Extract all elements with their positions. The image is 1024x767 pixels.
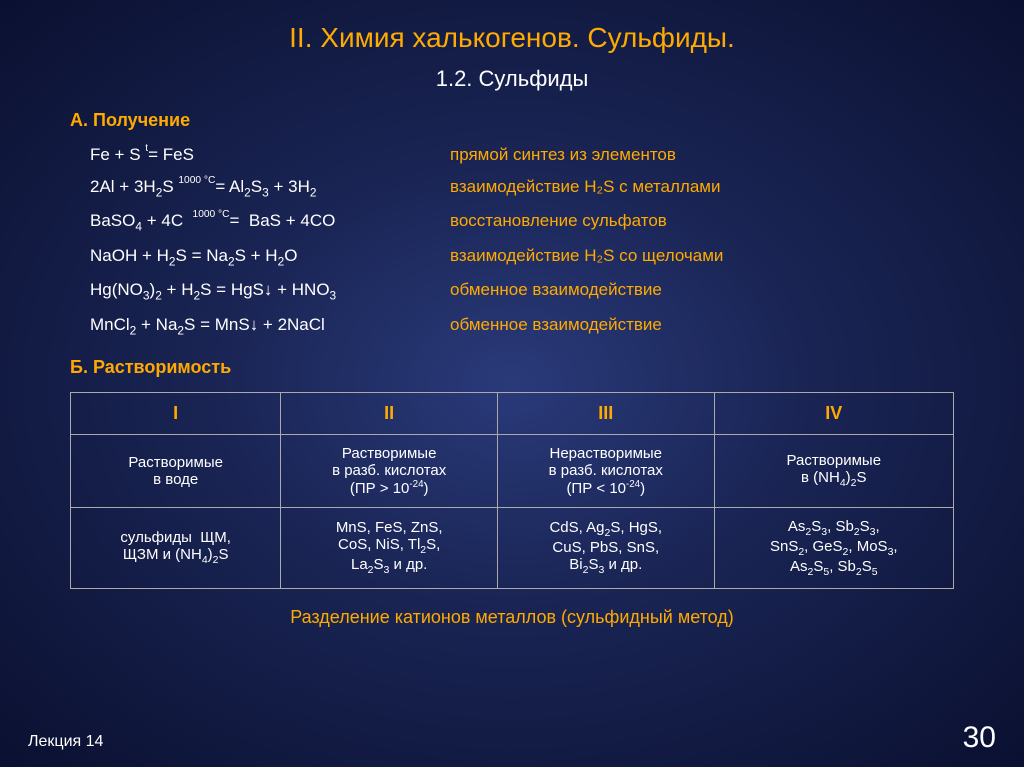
footer-page-number: 30	[963, 721, 996, 755]
table-cell: Нерастворимыев разб. кислотах(ПР < 10-24…	[497, 434, 714, 507]
reaction-row: BaSO4 + 4C 1000 °C= BaS + 4CO восстановл…	[90, 211, 1024, 233]
table-row: сульфиды ЩМ,ЩЗМ и (NH4)2S MnS, FeS, ZnS,…	[71, 507, 954, 588]
table-header: IV	[714, 392, 953, 434]
section-b-heading: Б. Растворимость	[70, 357, 1024, 378]
reaction-desc: прямой синтез из элементов	[450, 145, 676, 165]
table-header: II	[281, 392, 498, 434]
table-cell: MnS, FeS, ZnS,CoS, NiS, Tl2S,La2S3 и др.	[281, 507, 498, 588]
reaction-desc: обменное взаимодействие	[450, 315, 662, 335]
table-cell: Растворимыев (NH4)2S	[714, 434, 953, 507]
solubility-table-wrap: I II III IV Растворимыев воде Растворимы…	[70, 392, 954, 589]
reaction-desc: восстановление сульфатов	[450, 211, 667, 231]
table-header-row: I II III IV	[71, 392, 954, 434]
reaction-formula: NaOH + H2S = Na2S + H2O	[90, 246, 450, 268]
slide-title: II. Химия халькогенов. Сульфиды.	[0, 0, 1024, 54]
reactions-list: Fe + S t= FeS прямой синтез из элементов…	[90, 145, 1024, 337]
reaction-formula: MnCl2 + Na2S = MnS↓ + 2NaCl	[90, 315, 450, 337]
reaction-row: Hg(NO3)2 + H2S = HgS↓ + HNO3 обменное вз…	[90, 280, 1024, 302]
table-cell: Растворимыев воде	[71, 434, 281, 507]
table-caption: Разделение катионов металлов (сульфидный…	[0, 607, 1024, 628]
table-cell: сульфиды ЩМ,ЩЗМ и (NH4)2S	[71, 507, 281, 588]
reaction-desc: обменное взаимодействие	[450, 280, 662, 300]
table-cell: CdS, Ag2S, HgS,CuS, PbS, SnS,Bi2S3 и др.	[497, 507, 714, 588]
table-cell: As2S3, Sb2S3,SnS2, GeS2, MoS3,As2S5, Sb2…	[714, 507, 953, 588]
reaction-formula: Fe + S t= FeS	[90, 145, 450, 165]
solubility-table: I II III IV Растворимыев воде Растворимы…	[70, 392, 954, 589]
slide-subtitle: 1.2. Сульфиды	[0, 66, 1024, 92]
table-header: I	[71, 392, 281, 434]
reaction-desc: взаимодействие H₂S со щелочами	[450, 246, 723, 266]
reaction-formula: Hg(NO3)2 + H2S = HgS↓ + HNO3	[90, 280, 450, 302]
reaction-row: Fe + S t= FeS прямой синтез из элементов	[90, 145, 1024, 165]
table-cell: Растворимыев разб. кислотах(ПР > 10-24)	[281, 434, 498, 507]
reaction-desc: взаимодействие H₂S с металлами	[450, 177, 720, 197]
table-header: III	[497, 392, 714, 434]
reaction-row: MnCl2 + Na2S = MnS↓ + 2NaCl обменное вза…	[90, 315, 1024, 337]
footer-lecture: Лекция 14	[28, 733, 103, 751]
section-a-heading: А. Получение	[70, 110, 1024, 131]
reaction-row: 2Al + 3H2S 1000 °C= Al2S3 + 3H2 взаимоде…	[90, 177, 1024, 199]
table-row: Растворимыев воде Растворимыев разб. кис…	[71, 434, 954, 507]
reaction-row: NaOH + H2S = Na2S + H2O взаимодействие H…	[90, 246, 1024, 268]
reaction-formula: BaSO4 + 4C 1000 °C= BaS + 4CO	[90, 211, 450, 233]
reaction-formula: 2Al + 3H2S 1000 °C= Al2S3 + 3H2	[90, 177, 450, 199]
